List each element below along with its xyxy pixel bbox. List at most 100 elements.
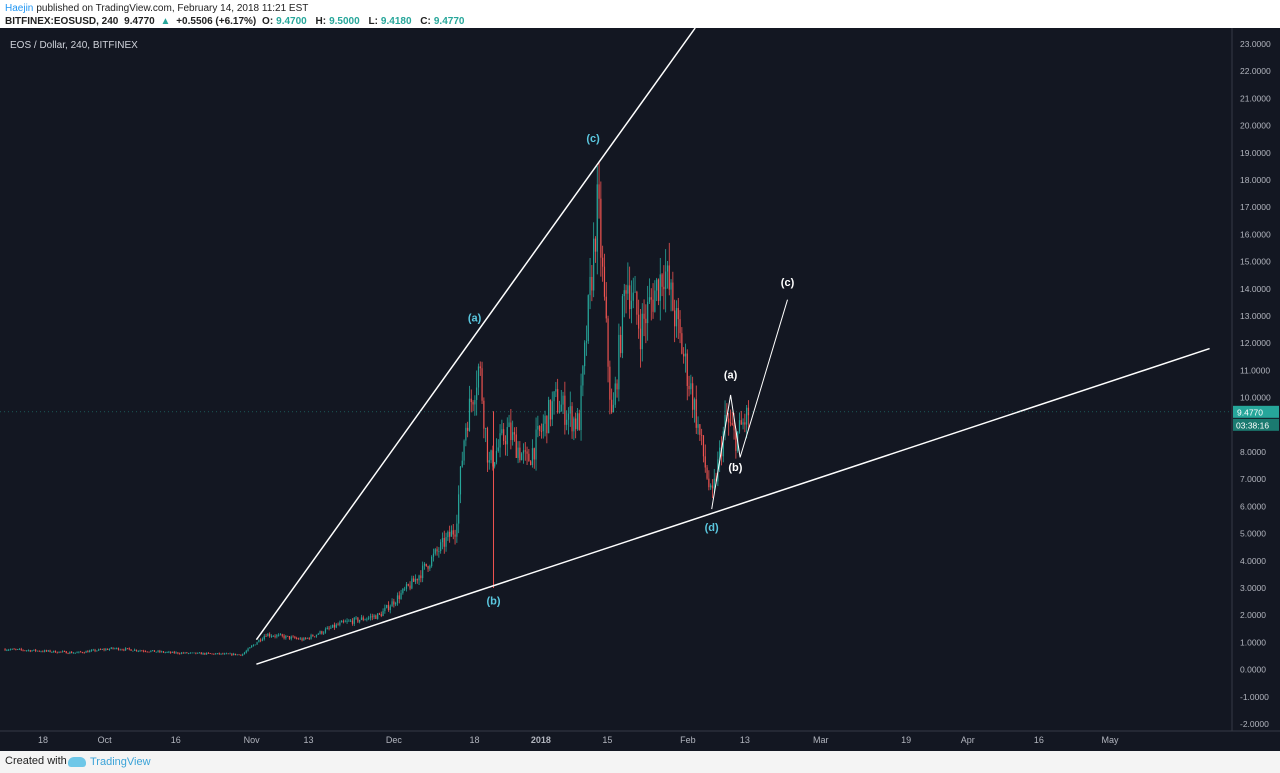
candle-body	[164, 652, 166, 654]
candle-body	[710, 485, 712, 488]
candle-body	[524, 450, 526, 452]
candle-body	[693, 399, 696, 410]
candle-body	[306, 637, 309, 639]
tradingview-logo[interactable]: TradingView	[68, 754, 151, 770]
candle-body	[458, 494, 460, 524]
candle-body	[63, 651, 66, 653]
author-link[interactable]: Haejin	[5, 3, 34, 14]
candle-body	[596, 184, 598, 252]
candle-body	[333, 624, 336, 628]
candle-body	[503, 429, 505, 442]
candle-body	[288, 636, 291, 639]
candle-body	[639, 328, 642, 350]
y-tick-label: 21.0000	[1240, 93, 1271, 103]
candle-body	[123, 649, 125, 651]
candle-body	[512, 432, 514, 441]
candle-body	[71, 651, 73, 654]
candle-body	[548, 399, 550, 434]
candle-body	[459, 466, 462, 495]
candle-body	[719, 447, 721, 460]
countdown-badge	[1233, 418, 1279, 431]
candle-body	[36, 650, 39, 652]
last-price: 9.4770	[124, 16, 155, 27]
candle-body	[357, 617, 359, 622]
candle-body	[501, 429, 503, 434]
candle-body	[722, 431, 724, 457]
candle-body	[171, 651, 174, 653]
candle-body	[9, 649, 12, 651]
candle-body	[735, 430, 737, 451]
candle-body	[204, 652, 206, 655]
candle-body	[591, 276, 593, 291]
candle-body	[425, 563, 427, 567]
candle-body	[711, 485, 714, 489]
candle-body	[445, 537, 447, 547]
x-tick-label: 2018	[531, 735, 551, 745]
candle-body	[240, 654, 242, 656]
x-tick-label: 18	[38, 735, 48, 745]
candle-body	[467, 427, 469, 431]
candle-body	[206, 652, 208, 655]
candle-body	[533, 448, 535, 460]
price-change: +0.5506 (+6.17%)	[176, 16, 257, 27]
candle-body	[157, 650, 159, 652]
candle-body	[92, 649, 94, 651]
candle-body	[281, 634, 283, 636]
candle-body	[391, 601, 393, 607]
candle-body	[44, 650, 46, 652]
candle-body	[652, 299, 654, 312]
candle-body	[434, 549, 436, 554]
cloud-icon	[68, 757, 86, 767]
x-tick-label: Oct	[98, 735, 113, 745]
candle-body	[355, 617, 357, 619]
candle-body	[117, 647, 120, 650]
candle-body	[686, 353, 688, 386]
candle-body	[571, 406, 573, 432]
candle-body	[625, 290, 627, 294]
candle-body	[155, 651, 157, 653]
candle-body	[245, 650, 247, 653]
candle-body	[427, 566, 429, 569]
candle-body	[346, 621, 348, 622]
candle-body	[135, 649, 138, 651]
candle-body	[607, 318, 609, 367]
candle-body	[22, 649, 24, 651]
candle-body	[620, 334, 622, 354]
candle-body	[168, 651, 170, 653]
candle-body	[744, 422, 746, 425]
wave-label: (a)	[724, 370, 738, 382]
x-tick-label: 15	[602, 735, 612, 745]
x-tick-label: 13	[304, 735, 314, 745]
candle-body	[659, 274, 661, 301]
wave-label: (a)	[468, 312, 482, 324]
chart-panel[interactable]: 23.0000 22.0000 21.0000 20.0000 19.0000 18.00…	[0, 28, 1280, 751]
candle-body	[594, 238, 597, 252]
candle-body	[26, 650, 28, 652]
candle-body	[692, 383, 694, 410]
candle-body	[161, 651, 163, 653]
candle-body	[258, 639, 260, 643]
candle-body	[479, 366, 481, 369]
candle-body	[267, 633, 269, 637]
candle-body	[447, 531, 449, 538]
price-chart[interactable]: 23.0000 22.0000 21.0000 20.0000 19.0000 18.00…	[0, 28, 1280, 751]
candle-body	[78, 651, 80, 653]
candle-body	[173, 651, 175, 654]
candle-body	[83, 652, 85, 654]
candle-body	[400, 593, 402, 599]
candle-body	[222, 653, 224, 655]
candle-body	[706, 467, 708, 479]
candle-body	[231, 653, 233, 656]
candle-body	[296, 638, 298, 639]
candle-body	[125, 648, 127, 651]
candle-body	[429, 566, 431, 569]
candle-body	[242, 654, 244, 656]
candle-body	[299, 638, 301, 640]
candle-body	[303, 638, 305, 641]
x-tick-label: Feb	[680, 735, 696, 745]
candle-body	[278, 634, 280, 636]
y-tick-label: 11.0000	[1240, 365, 1270, 375]
candle-body	[452, 530, 454, 535]
candle-body	[575, 418, 577, 430]
candle-body	[566, 419, 568, 425]
